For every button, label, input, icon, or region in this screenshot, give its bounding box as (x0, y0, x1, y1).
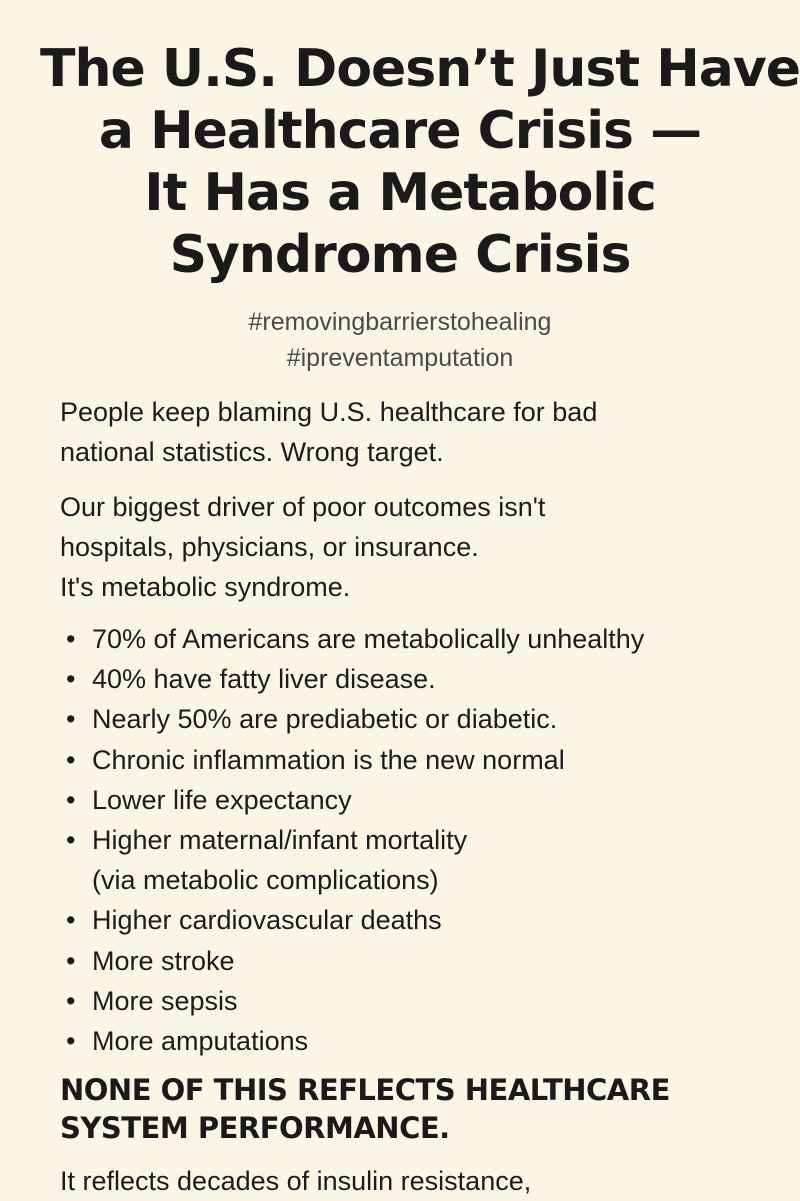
bullet-icon: • (66, 784, 76, 815)
list-item-text: More sepsis (92, 985, 238, 1016)
list-item-text: Higher maternal/infant mortality (92, 825, 468, 856)
closing-paragraph: It reflects decades of insulin resistanc… (60, 1161, 780, 1201)
list-item-text: 70% of Americans are metabolically unhea… (92, 624, 645, 654)
bullet-icon: • (66, 985, 76, 1016)
paragraph-line: hospitals, physicians, or insurance. (60, 532, 479, 562)
list-item: • 40% have fatty liver disease. (60, 659, 780, 699)
list-item: • 70% of Americans are metabolically unhe… (60, 619, 780, 659)
title-line-1: The U.S. Doesn’t Just Have (40, 39, 800, 99)
bullet-icon: • (66, 1026, 76, 1057)
list-item: • More amputations (60, 1021, 780, 1061)
list-item-text: 40% have fatty liver disease. (92, 664, 436, 695)
list-item: • Higher maternal/infant mortality (via me… (60, 820, 780, 900)
intro-paragraph: People keep blaming U.S. healthcare for … (60, 392, 780, 472)
list-item: • Lower life expectancy (60, 780, 780, 820)
bullet-icon: • (66, 905, 76, 936)
bullet-icon: • (66, 945, 76, 976)
callout-line: SYSTEM PERFORMANCE. (60, 1111, 450, 1145)
title-line-4: Syndrome Crisis (169, 225, 632, 285)
bullet-icon: • (66, 825, 76, 856)
hashtags: #removingbarrierstohealing #ipreventampu… (0, 304, 800, 376)
paragraph-line: Our biggest driver of poor outcomes isn'… (60, 492, 546, 522)
list-item-text: Nearly 50% are prediabetic or diabetic. (92, 704, 558, 735)
list-item: • Nearly 50% are prediabetic or diabetic. (60, 699, 780, 739)
list-item-text: More stroke (92, 945, 235, 976)
title-line-2: a Healthcare Crisis — (98, 101, 702, 161)
bullet-icon: • (66, 744, 76, 775)
list-item-subtext: (via metabolic complications) (92, 865, 439, 896)
list-item-text: Lower life expectancy (92, 784, 352, 815)
paragraph-line: It's metabolic syndrome. (60, 572, 351, 602)
bullet-icon: • (66, 664, 76, 695)
driver-paragraph: Our biggest driver of poor outcomes isn'… (60, 487, 780, 607)
callout-line: NONE OF THIS REFLECTS HEALTHCARE (60, 1073, 670, 1107)
bullet-icon: • (66, 624, 76, 654)
paragraph-line: It reflects decades of insulin resistanc… (60, 1166, 532, 1196)
list-item: • More sepsis (60, 981, 780, 1021)
bullet-icon: • (66, 704, 76, 735)
list-item: • More stroke (60, 941, 780, 981)
page-title: The U.S. Doesn’t Just Have a Healthcare … (40, 38, 800, 286)
list-item: • Chronic inflammation is the new normal (60, 740, 780, 780)
list-item: • Higher cardiovascular deaths (60, 900, 780, 940)
paragraph-line: national statistics. Wrong target. (60, 437, 444, 467)
hashtag: #ipreventamputation (286, 344, 514, 372)
list-item-text: More amputations (92, 1026, 309, 1057)
statistics-list: • 70% of Americans are metabolically unhe… (60, 619, 780, 1061)
paragraph-line: People keep blaming U.S. healthcare for … (60, 397, 598, 427)
list-item-text: Higher cardiovascular deaths (92, 905, 442, 936)
title-line-3: It Has a Metabolic (144, 163, 657, 223)
list-item-text: Chronic inflammation is the new normal (92, 744, 565, 775)
hashtag: #removingbarrierstohealing (248, 308, 552, 336)
callout-heading: NONE OF THIS REFLECTS HEALTHCARE SYSTEM … (60, 1071, 780, 1147)
